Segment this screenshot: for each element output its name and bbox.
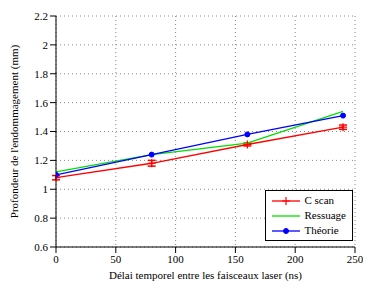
svg-text:50: 50 bbox=[110, 253, 122, 265]
svg-text:150: 150 bbox=[227, 253, 244, 265]
svg-text:1.6: 1.6 bbox=[34, 97, 48, 109]
svg-text:2.2: 2.2 bbox=[34, 10, 48, 22]
svg-text:1: 1 bbox=[43, 183, 49, 195]
svg-text:Profondeur de l'endommagement: Profondeur de l'endommagement (mm) bbox=[8, 44, 21, 218]
svg-text:100: 100 bbox=[167, 253, 184, 265]
html-text:Ressuage: Ressuage bbox=[304, 209, 346, 221]
svg-text:0.6: 0.6 bbox=[34, 241, 48, 253]
svg-text:2: 2 bbox=[43, 39, 49, 51]
svg-text:1.4: 1.4 bbox=[34, 125, 48, 137]
svg-text:250: 250 bbox=[347, 253, 363, 265]
svg-text:0.8: 0.8 bbox=[34, 212, 48, 224]
svg-text:200: 200 bbox=[287, 253, 304, 265]
svg-text:Délai temporel entre les faisc: Délai temporel entre les faisceaux laser… bbox=[109, 269, 302, 281]
svg-text:0: 0 bbox=[53, 253, 59, 265]
svg-text:1.8: 1.8 bbox=[34, 68, 48, 80]
svg-text:1.2: 1.2 bbox=[34, 154, 48, 166]
html-text:Théorie: Théorie bbox=[304, 224, 339, 236]
html-text:C scan: C scan bbox=[304, 194, 335, 206]
